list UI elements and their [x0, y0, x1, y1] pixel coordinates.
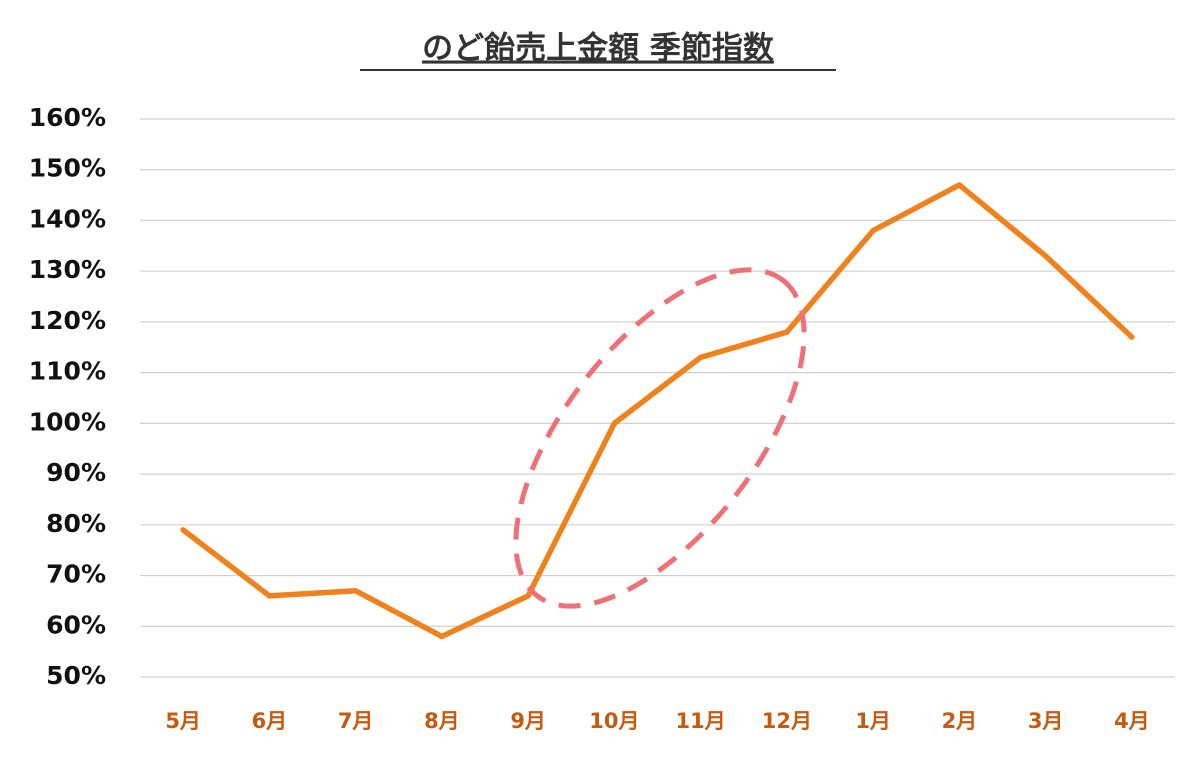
x-tick-label: 3月	[1028, 709, 1064, 733]
x-tick-label: 12月	[762, 709, 812, 733]
data-line	[180, 182, 1135, 640]
x-tick-label: 8月	[424, 709, 460, 733]
y-tick-label: 50%	[46, 661, 106, 690]
x-tick-label: 4月	[1114, 709, 1150, 733]
x-tick-label: 5月	[165, 709, 201, 733]
x-tick-label: 1月	[855, 709, 891, 733]
y-tick-label: 130%	[29, 255, 106, 284]
x-tick-label: 7月	[338, 709, 374, 733]
chart-title: のど飴売上金額 季節指数	[422, 31, 774, 67]
x-tick-label: 11月	[676, 709, 726, 733]
y-tick-label: 110%	[29, 357, 106, 386]
y-tick-label: 80%	[46, 509, 106, 538]
x-tick-label: 10月	[589, 709, 639, 733]
x-tick-label: 2月	[942, 709, 978, 733]
y-tick-label: 120%	[29, 306, 106, 335]
y-tick-label: 100%	[29, 407, 106, 436]
y-tick-label: 150%	[29, 154, 106, 183]
y-tick-label: 160%	[29, 103, 106, 132]
y-tick-label: 70%	[46, 560, 106, 589]
y-tick-label: 90%	[46, 458, 106, 487]
x-tick-label: 9月	[510, 709, 546, 733]
y-tick-label: 60%	[46, 610, 106, 639]
plot: 5月 6月 7月 8月 9月 10月 11月 12月 1月 2月 3月 4月	[165, 182, 1150, 733]
highlight-ellipse	[513, 267, 807, 609]
grid: 50% 60% 70% 80% 90% 100% 110% 120% 130% 140% 150% 1…	[29, 103, 1175, 690]
x-tick-label: 6月	[252, 709, 288, 733]
y-tick-label: 140%	[29, 204, 106, 233]
